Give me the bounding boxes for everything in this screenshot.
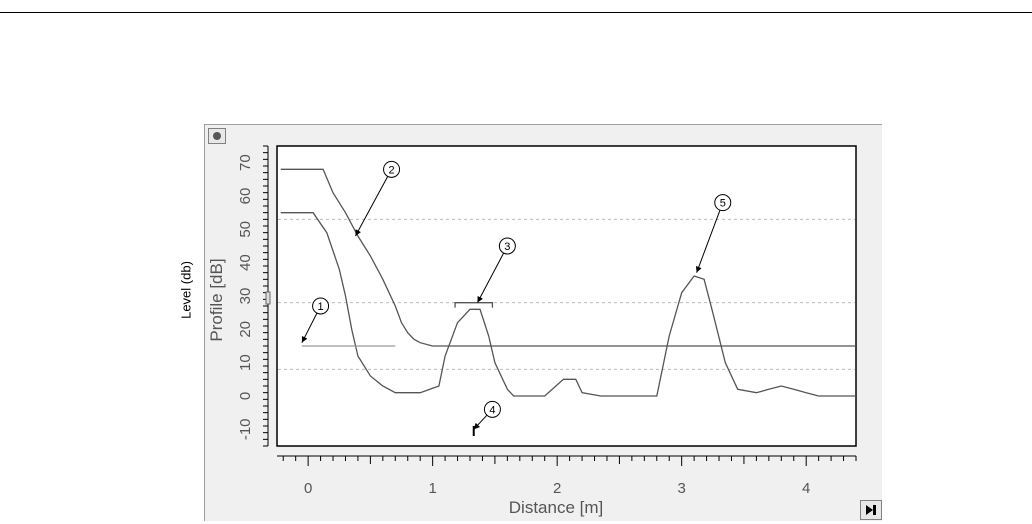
callout-1-label: 1 (318, 301, 324, 313)
series-upper-line (280, 168, 856, 347)
series-lower-line (280, 212, 856, 397)
plot-background (276, 145, 857, 447)
y-tick-label-0: 0 (237, 392, 254, 400)
x-tick-label-1: 1 (428, 480, 436, 497)
callout-5-arrowhead (695, 265, 702, 273)
y-axis: -10 0 10 20 30 40 50 60 70 (237, 145, 271, 447)
callout-4-label: 4 (489, 404, 495, 416)
x-axis: 0 1 2 3 4 (277, 455, 857, 497)
series-group (280, 168, 856, 436)
grid-lines (278, 218, 855, 370)
annotations-group: 1 2 3 4 5 (301, 160, 732, 430)
y-tick-label--10: -10 (237, 418, 254, 440)
y-tick-label-70: 70 (237, 154, 254, 171)
skip-end-icon (866, 505, 876, 515)
x-axis-title: Distance [m] (509, 498, 603, 517)
top-rule (0, 12, 1032, 13)
callout-2-circle (383, 160, 401, 178)
callout-1-arrowhead (301, 335, 308, 343)
callout-3-arrowhead (477, 295, 483, 303)
callout-3-label: 3 (504, 241, 510, 253)
y-tick-label-40: 40 (237, 254, 254, 271)
y-tick-label-30: 30 (237, 288, 254, 305)
callout-5-circle (714, 194, 732, 212)
record-icon (213, 132, 221, 140)
x-tick-label-3: 3 (678, 480, 686, 497)
callout-4-arrowhead (473, 422, 481, 430)
callout-5-leader (696, 209, 721, 273)
callout-3-circle (498, 237, 516, 255)
x-tick-label-0: 0 (304, 480, 312, 497)
y-tick-label-10: 10 (237, 354, 254, 371)
callout-3-leader (477, 252, 505, 303)
y-axis-title: Profile [dB] (207, 258, 226, 341)
callout-4-circle (483, 400, 501, 418)
scroll-end-button[interactable] (860, 500, 882, 520)
x-tick-label-4: 4 (802, 480, 810, 497)
y-tick-label-60: 60 (237, 188, 254, 205)
x-tick-label-2: 2 (553, 480, 561, 497)
chart-options-button[interactable] (208, 128, 226, 144)
y-tick-label-20: 20 (237, 321, 254, 338)
peak-bracket (454, 302, 494, 308)
y-tick-label-50: 50 (237, 221, 254, 238)
callout-5-label: 5 (720, 198, 726, 210)
callout-1-circle (312, 297, 330, 315)
y-axis-handle (265, 291, 271, 305)
callout-2-arrowhead (355, 229, 361, 236)
callout-2-label: 2 (388, 164, 394, 176)
callout-2-leader (355, 176, 389, 237)
plot-area (276, 145, 857, 447)
